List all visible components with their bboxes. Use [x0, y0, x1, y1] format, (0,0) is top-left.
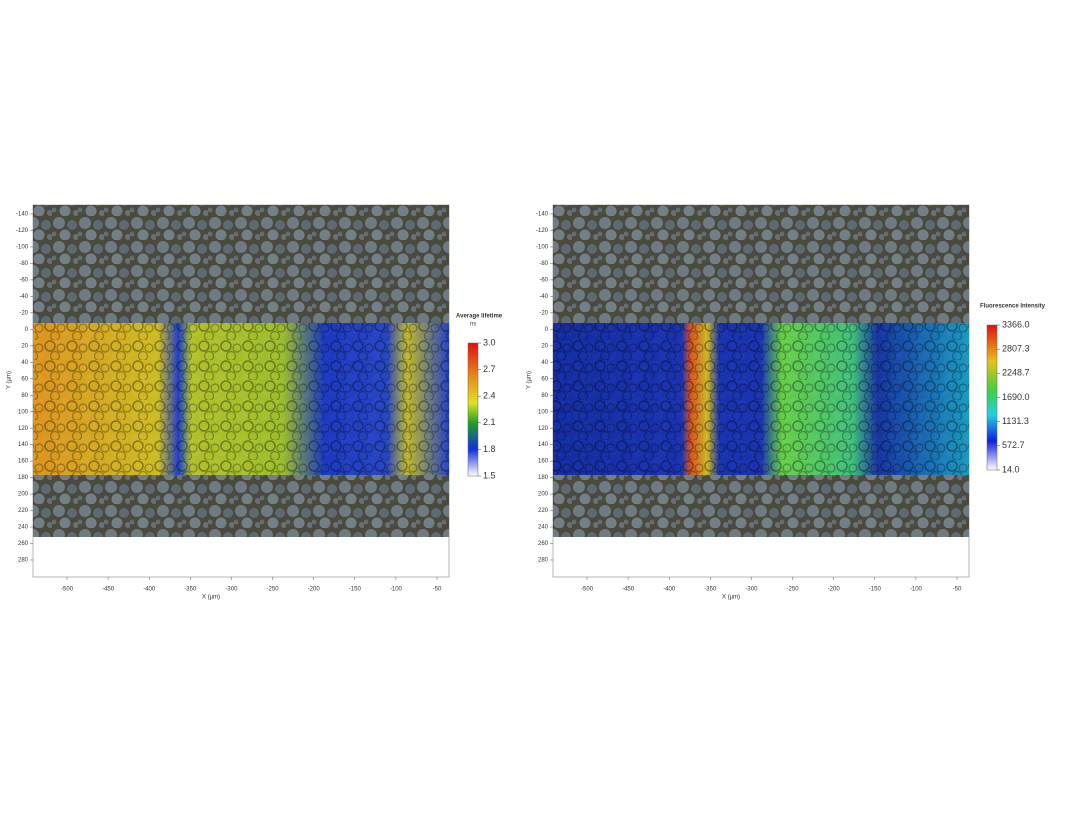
y-tick-label: -140	[16, 212, 29, 218]
y-tick-label: 100	[538, 409, 549, 415]
y-tick-label: -20	[539, 310, 548, 316]
y-tick-label: 100	[18, 409, 29, 415]
colorbar-tick-label: 1.8	[483, 444, 496, 454]
colorbar-tick-label: 1131.3	[1002, 416, 1029, 426]
colorbar-tick-label: 2807.3	[1002, 344, 1030, 354]
y-tick-label: 80	[21, 393, 28, 399]
y-tick-label: -60	[539, 277, 548, 283]
colorbar	[467, 342, 479, 477]
x-tick-label: -300	[225, 587, 238, 593]
x-axis-label: X (µm)	[722, 595, 740, 601]
y-tick-label: -120	[16, 228, 29, 234]
y-tick-label: 20	[21, 343, 28, 349]
colorbar-tick-label: 1690.0	[1002, 392, 1030, 402]
panel: -140-120-100-80-60-40-200204060801001201…	[527, 204, 1046, 601]
y-tick-label: 220	[18, 508, 29, 514]
cell-outlines	[553, 323, 969, 475]
x-tick-label: -350	[704, 587, 717, 593]
x-tick-label: -200	[828, 587, 841, 593]
x-tick-label: -450	[102, 587, 115, 593]
colorbar-tick-label: 2.1	[483, 417, 496, 427]
x-tick-label: -250	[267, 587, 280, 593]
x-tick-label: -250	[787, 587, 800, 593]
y-tick-label: 240	[18, 525, 29, 531]
y-tick-label: 160	[538, 459, 549, 465]
y-tick-label: 40	[21, 360, 28, 366]
y-tick-label: -40	[539, 294, 548, 300]
y-tick-label: 60	[21, 376, 28, 382]
y-tick-label: 180	[18, 475, 29, 481]
y-tick-label: 260	[538, 541, 549, 547]
colorbar-tick-label: 572.7	[1002, 440, 1025, 450]
y-tick-label: 140	[538, 442, 549, 448]
y-tick-label: 280	[538, 558, 549, 564]
y-tick-label: 120	[18, 426, 29, 432]
y-tick-label: 240	[538, 525, 549, 531]
colorbar-tick-label: 1.5	[483, 470, 496, 480]
x-tick-label: -350	[184, 587, 197, 593]
y-tick-label: 0	[545, 327, 549, 333]
colorbar-tick-label: 3366.0	[1002, 319, 1030, 329]
y-tick-label: 80	[541, 393, 548, 399]
x-tick-label: -500	[581, 587, 594, 593]
y-tick-label: 140	[18, 442, 29, 448]
x-tick-label: -300	[745, 587, 758, 593]
y-tick-label: 0	[25, 327, 29, 333]
x-tick-label: -50	[433, 587, 442, 593]
y-tick-label: -40	[19, 294, 28, 300]
y-tick-label: -80	[19, 261, 28, 267]
y-tick-label: 180	[538, 475, 549, 481]
x-tick-label: -100	[390, 587, 403, 593]
y-tick-label: 220	[538, 508, 549, 514]
y-axis-label: Y (µm)	[7, 371, 13, 389]
y-tick-label: 40	[541, 360, 548, 366]
x-tick-label: -50	[953, 587, 962, 593]
y-tick-label: -60	[19, 277, 28, 283]
colorbar-tick-label: 2248.7	[1002, 368, 1030, 378]
y-tick-label: 20	[541, 343, 548, 349]
y-tick-label: 260	[18, 541, 29, 547]
y-tick-label: 60	[541, 376, 548, 382]
x-tick-label: -450	[622, 587, 635, 593]
colorbar-title: Average lifetime	[456, 314, 503, 320]
cell-outlines	[33, 323, 449, 475]
y-tick-label: -20	[19, 310, 28, 316]
colorbar-tick-label: 14.0	[1002, 464, 1020, 474]
x-tick-label: -500	[61, 587, 74, 593]
y-tick-label: -120	[536, 228, 549, 234]
y-axis-label: Y (µm)	[527, 371, 533, 389]
colorbar-unit: ns	[470, 322, 476, 328]
x-tick-label: -400	[663, 587, 676, 593]
colorbar-tick-label: 2.4	[483, 391, 496, 401]
y-tick-label: -100	[16, 245, 29, 251]
x-tick-label: -150	[869, 587, 882, 593]
colorbar-title: Fluorescence Intensity	[980, 304, 1046, 310]
y-tick-label: -80	[539, 261, 548, 267]
y-tick-label: -140	[536, 212, 549, 218]
panel: -140-120-100-80-60-40-200204060801001201…	[7, 204, 503, 601]
y-tick-label: 200	[18, 492, 29, 498]
y-tick-label: 160	[18, 459, 29, 465]
x-tick-label: -200	[308, 587, 321, 593]
colorbar-tick-label: 2.7	[483, 364, 496, 374]
colorbar-tick-label: 3.0	[483, 337, 496, 347]
colorbar	[986, 324, 998, 471]
x-tick-label: -100	[910, 587, 923, 593]
x-tick-label: -400	[143, 587, 156, 593]
x-axis-label: X (µm)	[202, 595, 220, 601]
y-tick-label: 120	[538, 426, 549, 432]
x-tick-label: -150	[349, 587, 362, 593]
y-tick-label: 280	[18, 558, 29, 564]
y-tick-label: 200	[538, 492, 549, 498]
y-tick-label: -100	[536, 245, 549, 251]
